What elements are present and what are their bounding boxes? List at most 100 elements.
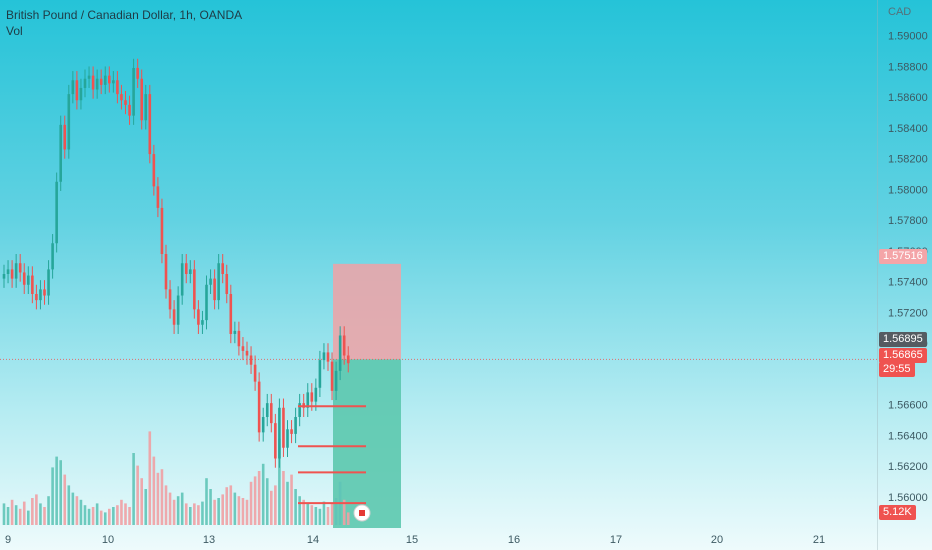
volume-bar <box>176 496 180 525</box>
candle-body <box>132 67 135 116</box>
volume-bar <box>205 478 208 525</box>
candle-body <box>184 263 188 274</box>
candle-body <box>209 278 212 285</box>
candle-body <box>257 381 261 433</box>
volume-bar <box>99 510 103 525</box>
candle-body <box>2 274 6 279</box>
candle-body <box>237 330 241 347</box>
candle-body <box>225 274 229 294</box>
volume-bar <box>213 499 216 525</box>
volume-bar <box>270 490 273 525</box>
candle-body <box>63 124 67 150</box>
candle-body <box>241 346 245 351</box>
volume-bar <box>233 492 237 525</box>
candle-body <box>249 355 253 365</box>
volume-bar <box>290 474 293 525</box>
candle-body <box>75 80 79 101</box>
y-tick-label: 1.56600 <box>888 400 928 412</box>
volume-bar <box>22 501 26 525</box>
price-axis-border <box>877 0 878 550</box>
candle-body <box>103 75 107 85</box>
candle-body <box>338 335 342 371</box>
candle-body <box>148 94 152 155</box>
volume-bar <box>265 478 269 525</box>
candle-body <box>290 429 293 434</box>
candle-body <box>91 75 95 90</box>
candle-body <box>31 275 34 294</box>
entry-price-tag: 1.56895 <box>879 332 927 347</box>
target-price-tag: 1.57516 <box>879 249 927 264</box>
candle-body <box>128 104 131 116</box>
candle-body <box>43 289 46 296</box>
volume-bar <box>160 469 164 525</box>
bar-countdown-tag: 29:55 <box>879 362 915 377</box>
candle-body <box>39 289 42 301</box>
volume-bar <box>95 503 99 525</box>
volume-bar <box>144 489 148 525</box>
volume-bar <box>306 503 310 525</box>
volume-bar <box>2 503 6 525</box>
candle-body <box>334 370 338 391</box>
volume-bar <box>55 456 58 525</box>
volume-bar <box>148 431 152 525</box>
candle-body <box>278 407 281 459</box>
candle-body <box>286 429 289 448</box>
candle-body <box>172 309 176 325</box>
volume-bar <box>103 512 107 525</box>
candle-body <box>55 181 58 244</box>
candle-body <box>87 75 91 79</box>
volume-bar <box>346 512 350 525</box>
y-tick-label: 1.59000 <box>888 31 928 43</box>
volume-value-tag: 5.12K <box>879 505 916 520</box>
candle-body <box>298 403 301 417</box>
candle-body <box>99 78 103 85</box>
candle-body <box>116 80 119 95</box>
volume-bar <box>128 507 131 525</box>
volume-bar <box>189 507 192 525</box>
volume-bar <box>282 471 285 525</box>
y-tick-label: 1.58200 <box>888 154 928 166</box>
volume-bar <box>120 499 123 525</box>
candle-body <box>83 78 87 88</box>
candle-body <box>217 263 220 301</box>
candle-body <box>294 416 297 434</box>
candle-body <box>326 352 330 362</box>
volume-bar <box>71 492 75 525</box>
volume-bar <box>43 507 46 525</box>
currency-label: CAD <box>888 6 912 18</box>
candle-body <box>51 243 54 270</box>
y-tick-label: 1.57400 <box>888 277 928 289</box>
x-tick-label: 15 <box>406 534 418 546</box>
candle-body <box>10 269 14 279</box>
volume-bar <box>83 505 87 525</box>
volume-bar <box>241 498 245 525</box>
maple-leaf-icon <box>359 510 365 516</box>
volume-bar <box>116 505 119 525</box>
y-tick-label: 1.56200 <box>888 461 928 473</box>
volume-bar <box>51 467 54 525</box>
candle-body <box>213 278 216 301</box>
candle-body <box>47 269 50 296</box>
volume-bar <box>112 507 115 525</box>
volume-bar <box>39 503 42 525</box>
candle-body <box>274 423 277 459</box>
candle-body <box>201 320 204 325</box>
volume-bar <box>6 507 10 525</box>
volume-bar <box>201 501 204 525</box>
volume-bar <box>87 508 91 525</box>
volume-bar <box>193 503 196 525</box>
volume-bar <box>136 465 139 525</box>
x-tick-label: 14 <box>307 534 319 546</box>
volume-bar <box>294 489 297 525</box>
candle-body <box>67 94 71 150</box>
candle-body <box>197 309 200 325</box>
volume-bar <box>172 499 176 525</box>
y-tick-label: 1.58600 <box>888 92 928 104</box>
volume-bar <box>152 456 156 525</box>
candle-body <box>168 289 172 310</box>
candle-body <box>160 207 164 255</box>
candle-body <box>112 80 115 84</box>
volume-bar <box>47 496 50 525</box>
volume-bar <box>334 498 338 525</box>
